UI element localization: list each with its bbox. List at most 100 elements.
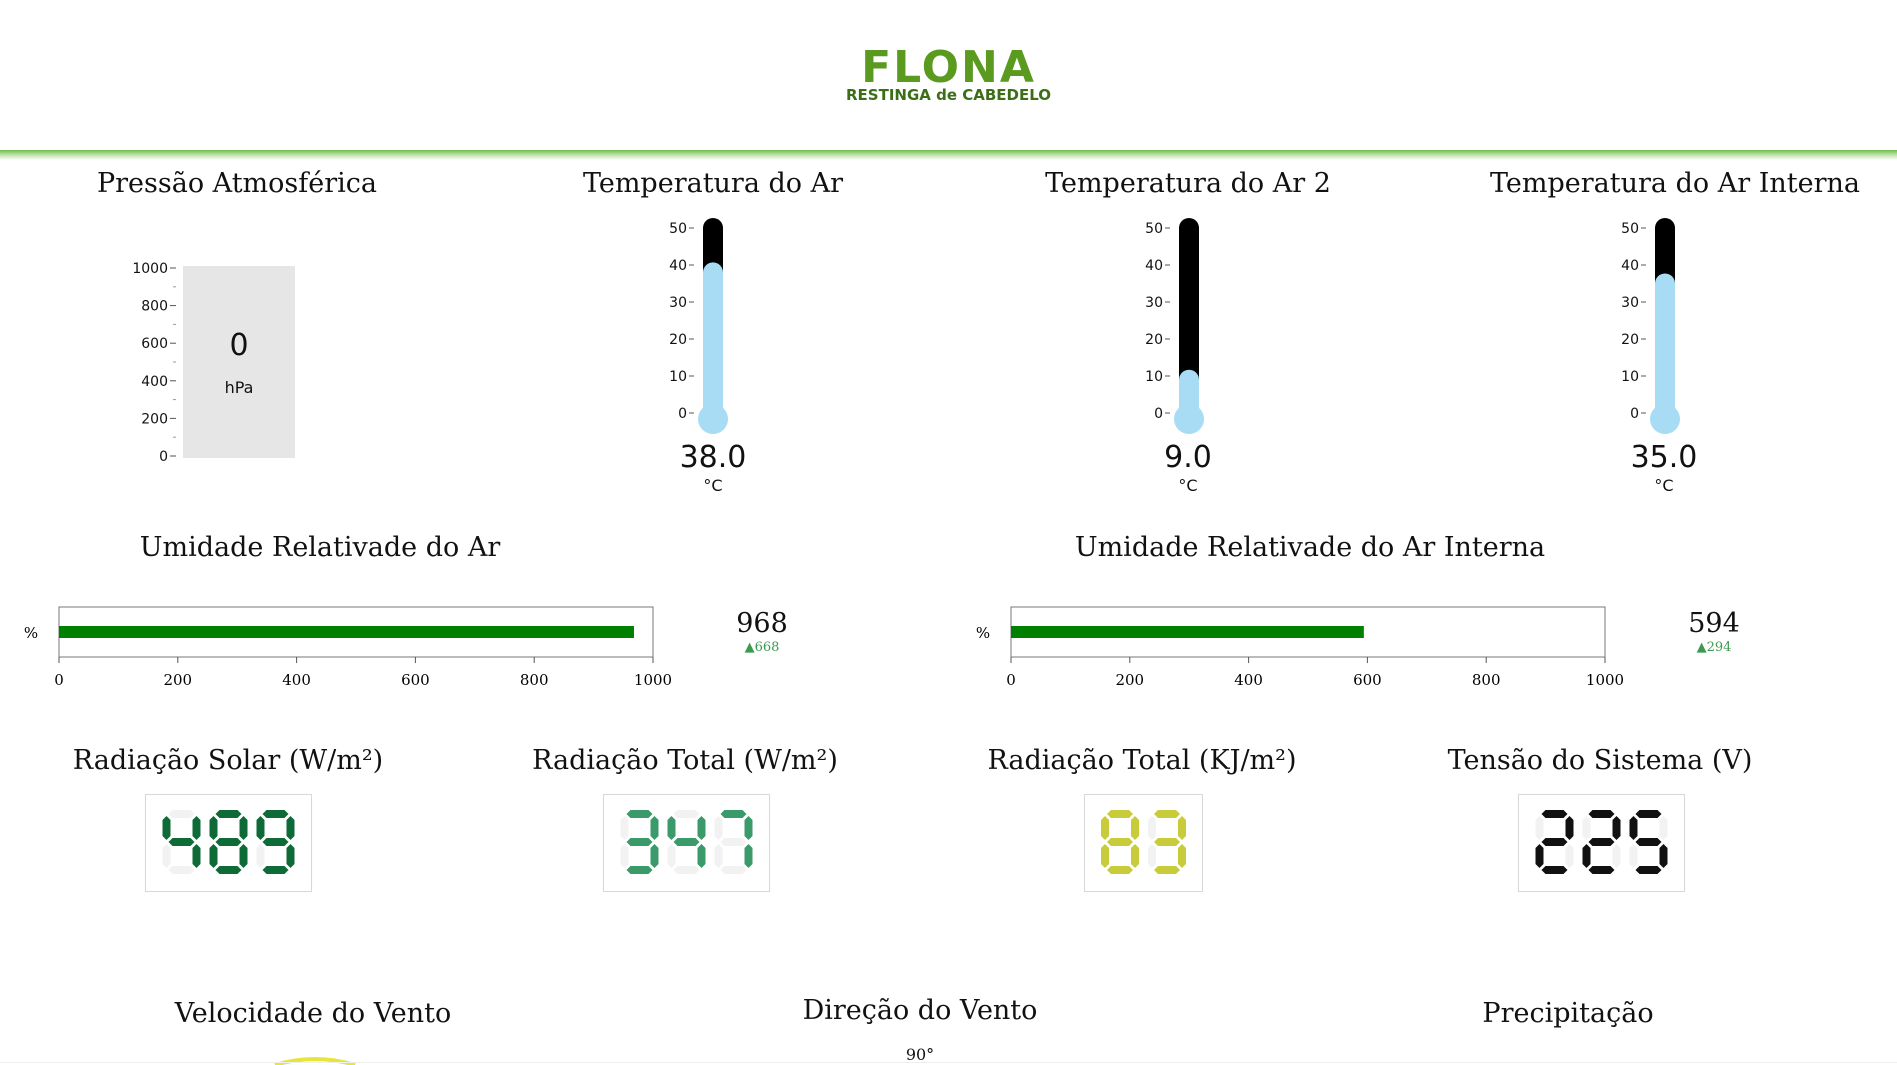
segment-f bbox=[1629, 816, 1638, 840]
system-voltage-title: Tensão do Sistema (V) bbox=[1447, 745, 1753, 776]
thermometer-tick-label: 50 bbox=[1621, 221, 1639, 237]
segment-b bbox=[744, 816, 753, 840]
segment-d bbox=[1635, 866, 1662, 874]
humidity-axis-unit: % bbox=[976, 624, 990, 642]
thermometer-tick-label: 50 bbox=[669, 221, 687, 237]
segment-c bbox=[1178, 844, 1186, 868]
segment-g bbox=[1635, 838, 1662, 846]
humidity-axis-tick-label: 400 bbox=[1234, 671, 1263, 689]
thermometer-tick-label: 30 bbox=[1621, 295, 1639, 311]
segment-e bbox=[256, 844, 265, 868]
segment-d bbox=[262, 866, 289, 874]
humidity-axis-tick-label: 0 bbox=[1006, 671, 1016, 689]
internal-humidity-value: 594 bbox=[1688, 608, 1740, 639]
thermometer-tick-label: 30 bbox=[1145, 295, 1163, 311]
segment-e bbox=[714, 844, 723, 868]
air-temperature-2-value: 9.0 bbox=[1164, 440, 1212, 475]
humidity-axis-tick-label: 800 bbox=[520, 671, 549, 689]
segment-a bbox=[1541, 810, 1568, 818]
humidity-axis-unit: % bbox=[24, 624, 38, 642]
segment-g bbox=[262, 838, 289, 846]
segment-c bbox=[650, 844, 659, 868]
thermometer-tick-label: 10 bbox=[1145, 369, 1163, 385]
system-voltage-display bbox=[1518, 794, 1685, 892]
segment-c bbox=[697, 844, 706, 868]
segment-b bbox=[239, 816, 248, 840]
logo-subtitle: RESTINGA de CABEDELO bbox=[845, 86, 1051, 104]
thermometer-tick-label: 0 bbox=[678, 406, 687, 422]
segment-d bbox=[1588, 866, 1615, 874]
thermometer-tick-label: 20 bbox=[1621, 332, 1639, 348]
segment-a bbox=[1588, 810, 1615, 818]
segment-digit bbox=[714, 810, 753, 874]
air-temperature-unit: °C bbox=[703, 476, 723, 495]
segment-c bbox=[1659, 844, 1668, 868]
segment-c bbox=[744, 844, 753, 868]
air-temperature-2-unit: °C bbox=[1178, 476, 1198, 495]
humidity-axis-tick-label: 600 bbox=[401, 671, 430, 689]
segment-d bbox=[168, 866, 195, 874]
humidity-bar-chart: % 0 200 400 600 800 1000 bbox=[24, 606, 672, 689]
humidity-axis-tick-label: 0 bbox=[54, 671, 64, 689]
segment-e bbox=[667, 844, 676, 868]
segment-d bbox=[626, 866, 653, 874]
segment-digit bbox=[209, 810, 248, 874]
segment-a bbox=[262, 810, 289, 818]
segment-e bbox=[620, 844, 629, 868]
pressure-tick-label: 200 bbox=[141, 411, 168, 427]
pressure-tick-label: 400 bbox=[141, 374, 168, 390]
segment-g bbox=[626, 838, 653, 846]
thermometer-tick-label: 20 bbox=[669, 332, 687, 348]
wind-direction-title: Direção do Vento bbox=[802, 995, 1038, 1026]
humidity-title: Umidade Relativade do Ar bbox=[139, 532, 501, 563]
segment-digit bbox=[1148, 810, 1186, 874]
segment-f bbox=[1101, 816, 1109, 840]
internal-temperature-unit: °C bbox=[1654, 476, 1674, 495]
segment-d bbox=[720, 866, 747, 874]
thermometer-bulb bbox=[1650, 404, 1680, 434]
segment-b bbox=[1659, 816, 1668, 840]
thermometer-tick-label: 0 bbox=[1630, 406, 1639, 422]
total-radiation-kjm2-display bbox=[1084, 794, 1203, 892]
thermometer-tick-label: 0 bbox=[1154, 406, 1163, 422]
humidity-value: 968 bbox=[736, 608, 788, 639]
internal-temperature-value: 35.0 bbox=[1630, 440, 1698, 475]
internal-humidity-bar-chart: % 0 200 400 600 800 1000 bbox=[976, 606, 1624, 689]
humidity-axis-tick-label: 1000 bbox=[634, 671, 672, 689]
solar-radiation-display bbox=[145, 794, 312, 892]
header-divider bbox=[0, 150, 1897, 160]
thermometer-bulb bbox=[698, 404, 728, 434]
thermometer-tick-label: 40 bbox=[669, 258, 687, 274]
humidity-axis-tick-label: 600 bbox=[1353, 671, 1382, 689]
segment-f bbox=[209, 816, 218, 840]
segment-b bbox=[286, 816, 295, 840]
thermometer-tick-label: 10 bbox=[1621, 369, 1639, 385]
humidity-delta: ▲668 bbox=[744, 640, 780, 655]
segment-g bbox=[168, 838, 195, 846]
segment-e bbox=[1148, 844, 1156, 868]
pressure-tick-label: 800 bbox=[141, 299, 168, 315]
segment-a bbox=[720, 810, 747, 818]
segment-b bbox=[192, 816, 201, 840]
segment-c bbox=[239, 844, 248, 868]
footer-divider bbox=[0, 1062, 1897, 1063]
segment-b bbox=[1612, 816, 1621, 840]
segment-e bbox=[1582, 844, 1591, 868]
internal-humidity-title: Umidade Relativade do Ar Interna bbox=[1074, 532, 1546, 563]
segment-c bbox=[192, 844, 201, 868]
segment-digit bbox=[256, 810, 295, 874]
segment-digit bbox=[1629, 810, 1668, 874]
pressure-tick-label: 0 bbox=[159, 449, 168, 465]
segment-f bbox=[256, 816, 265, 840]
humidity-bar-fill bbox=[59, 626, 634, 638]
segment-a bbox=[626, 810, 653, 818]
humidity-axis-tick-label: 200 bbox=[1115, 671, 1144, 689]
segment-f bbox=[714, 816, 723, 840]
wind-direction-label: 90° bbox=[905, 1045, 935, 1064]
thermometer-bulb bbox=[1174, 404, 1204, 434]
humidity-bar-fill bbox=[1011, 626, 1364, 638]
segment-g bbox=[1541, 838, 1568, 846]
air-temperature-thermometer: 0 10 20 30 40 50 bbox=[669, 218, 728, 434]
wind-speed-title: Velocidade do Vento bbox=[174, 998, 452, 1029]
humidity-axis-tick-label: 1000 bbox=[1586, 671, 1624, 689]
